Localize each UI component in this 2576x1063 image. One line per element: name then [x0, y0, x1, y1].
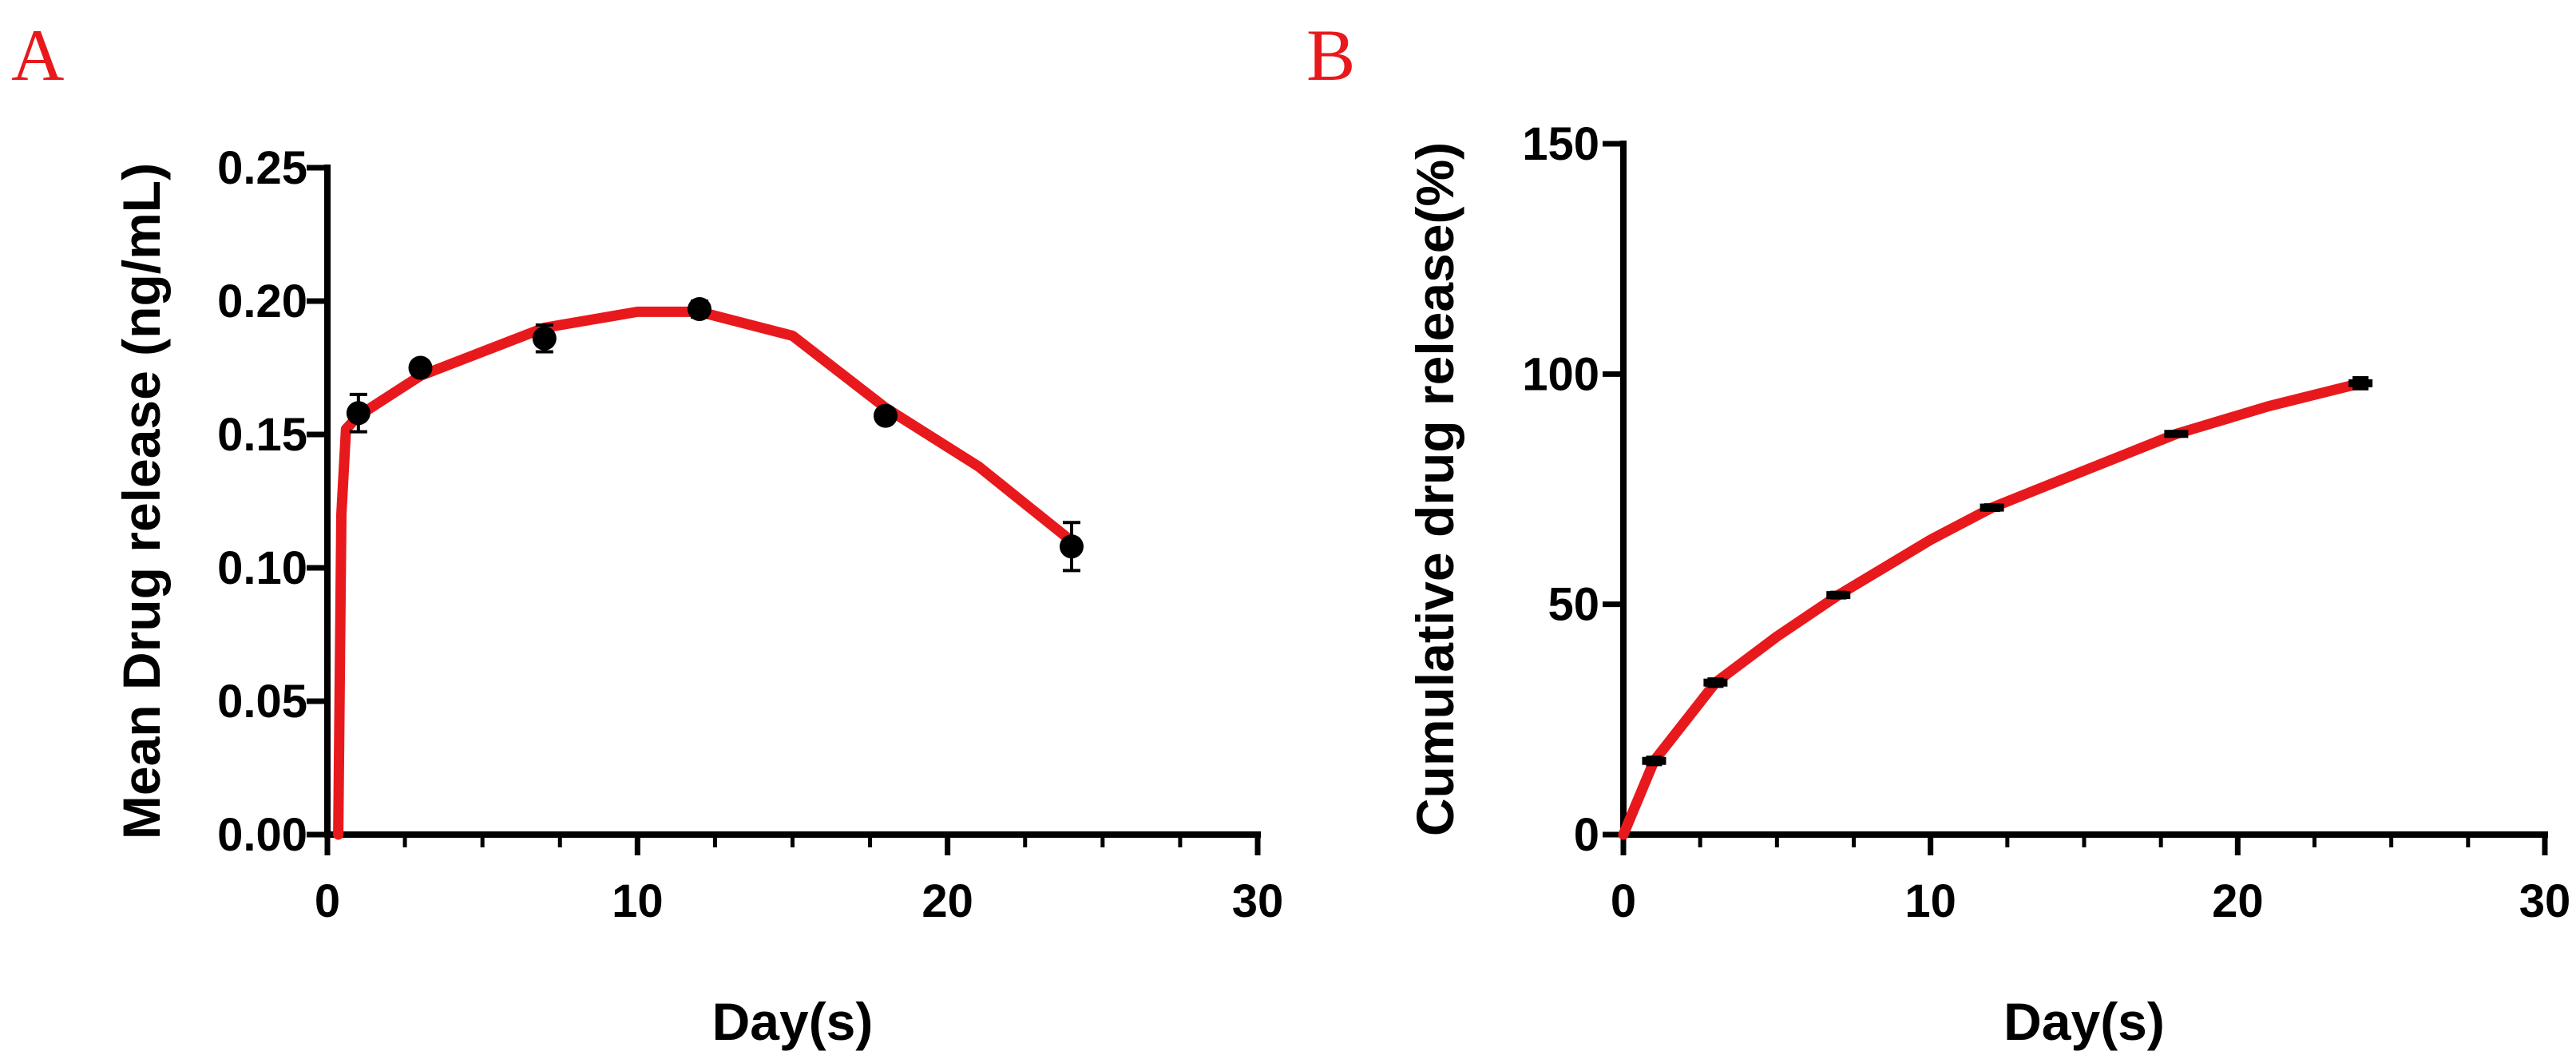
data-point-b — [2164, 430, 2189, 438]
y-tick-label-a: 0.20 — [217, 276, 307, 327]
x-tick-label-a: 0 — [315, 875, 340, 927]
x-tick-label-a: 30 — [1232, 875, 1284, 927]
data-point-b — [1642, 756, 1666, 765]
y-tick-label-a: 0.05 — [217, 676, 307, 728]
data-point-b — [1980, 503, 2004, 512]
fit-curve-a — [333, 306, 1077, 840]
panel-label-b: B — [1306, 14, 1355, 96]
data-point-b — [1826, 591, 1851, 600]
y-tick-label-a: 0.00 — [217, 809, 307, 861]
data-point-a — [532, 326, 557, 351]
data-point-b — [1703, 678, 1728, 687]
x-tick-label-b: 20 — [2212, 875, 2264, 927]
y-tick-label-b: 100 — [1522, 348, 1599, 400]
y-axis-title-a: Mean Drug release (ng/mL) — [112, 163, 171, 839]
x-tick-label-b: 10 — [1904, 875, 1956, 927]
x-tick-label-a: 20 — [921, 875, 973, 927]
x-axis-title-b: Day(s) — [2003, 992, 2165, 1051]
y-tick-label-b: 150 — [1522, 118, 1599, 170]
panel-label-a: A — [11, 14, 64, 96]
x-tick-label-b: 0 — [1611, 875, 1636, 927]
data-point-b — [2348, 379, 2373, 387]
data-point-a — [688, 297, 711, 322]
chart-panel-b: B 0 10 20 30 0 50 100 150 Day(s) Cumulative drug … — [1306, 14, 2570, 1051]
x-tick-label-a: 10 — [612, 875, 664, 927]
x-tick-label-b: 30 — [2519, 875, 2571, 927]
data-point-a — [874, 403, 898, 428]
y-tick-label-b: 50 — [1548, 579, 1599, 631]
y-tick-label-a: 0.10 — [217, 542, 307, 594]
chart-panel-a: A 0 10 20 30 0.00 0.05 0.10 0.15 0.20 0.25 Day(s) M… — [11, 14, 1283, 1051]
data-point-a — [408, 355, 433, 380]
y-axis-title-b: Cumulative drug release(%) — [1405, 142, 1464, 836]
data-point-a — [1060, 534, 1084, 559]
data-point-a — [346, 401, 371, 426]
fit-curve-b — [1618, 378, 2366, 840]
x-axis-title-a: Day(s) — [712, 992, 874, 1051]
y-tick-label-a: 0.25 — [217, 142, 307, 194]
y-tick-label-b: 0 — [1574, 809, 1599, 861]
y-tick-label-a: 0.15 — [217, 409, 307, 461]
